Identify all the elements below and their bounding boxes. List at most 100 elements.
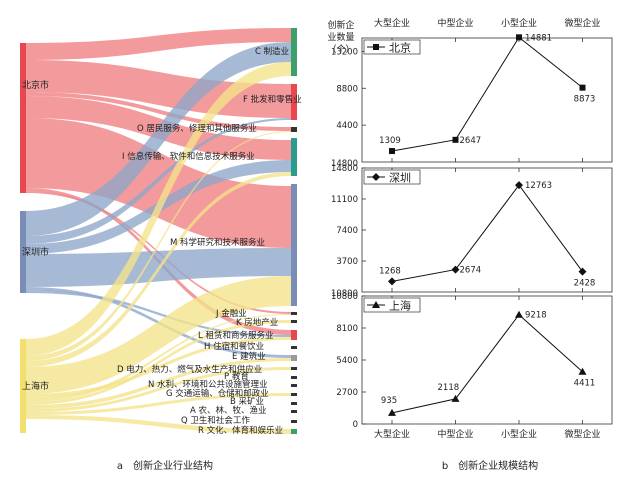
industry-label-7: L 租赁和商务服务业 [198,330,273,341]
data-label-0-3: 8873 [574,95,596,105]
industry-label-12: N 水利、环境和公共设施管理业 [148,379,268,390]
industry-label-11: P 教育 [224,371,249,382]
sankey-flow-8 [26,118,291,244]
industry-label-17: R 文化、体育和娱乐业 [198,425,283,436]
legend-label-1: 深圳 [389,172,411,185]
sankey-flow-2 [26,92,291,131]
y-tick-label-2-4: 10800 [331,292,358,302]
industry-node-12 [291,384,297,387]
legend-marker-1 [372,173,380,181]
y-axis-title-3: （个） [327,44,354,55]
industry-node-14 [291,402,297,405]
data-label-1-0: 1268 [379,266,401,276]
y-tick-label-1-3: 14800 [331,164,358,174]
data-label-0-2: 14881 [525,33,552,43]
marker-0-3 [579,84,586,91]
sankey-flow-22 [26,393,291,415]
series-line-2 [391,314,583,414]
industry-label-2: O 居民服务、修理和其他服务业 [137,123,257,134]
sankey-flow-0 [26,28,291,60]
legend-1: 深圳 [363,169,421,185]
marker-1-0 [388,277,396,286]
y-tick-label-2-1: 2700 [336,388,358,398]
legend-box-0 [363,39,421,55]
industry-label-14: B 采矿业 [230,396,264,407]
y-tick-label-shared-top: 14800 [331,159,358,169]
industry-label-10: D 电力、热力、燃气及水生产和供应业 [117,364,262,375]
y-axis-title-2: 业数量 [327,31,354,43]
marker-0-2 [516,34,522,41]
industry-label-5: J 金融业 [215,308,247,319]
industry-label-13: G 交通运输、仓储和邮政业 [166,388,269,399]
industry-node-11 [291,376,297,379]
industry-node-1 [291,84,297,120]
city-node-shanghai [20,339,26,433]
data-label-1-2: 12763 [525,181,552,191]
industry-label-3: I 信息传输、软件和信息技术服务业 [122,151,255,162]
sankey-flows [26,28,291,434]
marker-2-1 [451,394,460,402]
y-tick-label-0-0: 4400 [336,121,358,131]
data-label-2-2: 9218 [525,311,547,321]
industry-label-4: M 科学研究和技术服务业 [170,237,265,248]
industry-node-9 [291,355,297,361]
sankey-flow-16 [26,276,291,394]
sankey-flow-19 [26,320,291,405]
x-top-label-3: 微型企业 [564,17,600,29]
industry-node-17 [291,429,297,434]
sankey-flow-14 [26,131,291,361]
data-label-2-1: 2118 [438,383,460,393]
series-line-0 [391,36,583,152]
y-tick-label-0-2: 13200 [331,47,358,57]
industry-label-16: Q 卫生和社会工作 [181,415,250,426]
sankey-flow-13 [26,62,291,356]
industry-label-6: K 房地产业 [236,317,278,328]
panel-1: 3700 7400 11100 14800 1268 2674 12763 2428 深圳 [331,164,613,293]
x-bottom-label-0: 大型企业 [374,428,410,440]
x-bottom-label-2: 小型企业 [501,428,537,440]
industry-label-15: A 农、林、牧、渔业 [190,405,267,416]
industry-label-0: C 制造业 [255,46,289,57]
x-top-label-1: 中型企业 [437,17,473,29]
industry-node-7 [291,330,297,340]
legend-label-2: 上海 [389,299,411,313]
data-label-2-3: 4411 [574,379,596,389]
panel-frame-0 [361,37,613,163]
data-label-0-0: 1309 [379,136,401,146]
x-bottom-label-1: 中型企业 [437,428,473,440]
industry-node-0 [291,28,297,76]
marker-2-3 [578,367,587,375]
y-tick-label-2-0: 0 [353,420,358,430]
sankey-flow-7 [26,42,291,236]
sankey-flow-15 [26,172,291,367]
industry-node-15 [291,410,297,413]
marker-1-1 [451,265,460,274]
legend-2: 上海 [363,297,421,313]
sankey-flow-12 [26,290,291,337]
x-bottom-label-3: 微型企业 [564,428,600,440]
legend-label-0: 北京 [389,41,411,55]
marker-1-3 [578,267,587,276]
sankey-flow-20 [26,358,291,409]
legend-marker-2 [372,301,380,308]
industry-node-10 [291,367,297,370]
industry-node-6 [291,320,297,323]
industry-node-13 [291,393,297,396]
panel-0: 4400 8800 13200 1309 2647 14881 8873 北京 [331,33,613,163]
y-tick-label-2-2: 5400 [336,356,358,366]
industry-node-4 [291,184,297,306]
legend-marker-0 [373,44,379,50]
sankey-flow-21 [26,367,291,412]
sankey-nodes [20,28,297,434]
caption-b: b 创新企业规模结构 [442,459,538,472]
sankey-flow-17 [26,337,291,398]
legend-0: 北京 [363,39,421,55]
caption-a: a 创新企业行业结构 [117,459,213,472]
city-node-shenzhen [20,211,26,293]
industry-node-5 [291,312,297,315]
industry-label-8: H 住宿和餐饮业 [204,341,264,352]
marker-0-0 [389,148,395,155]
